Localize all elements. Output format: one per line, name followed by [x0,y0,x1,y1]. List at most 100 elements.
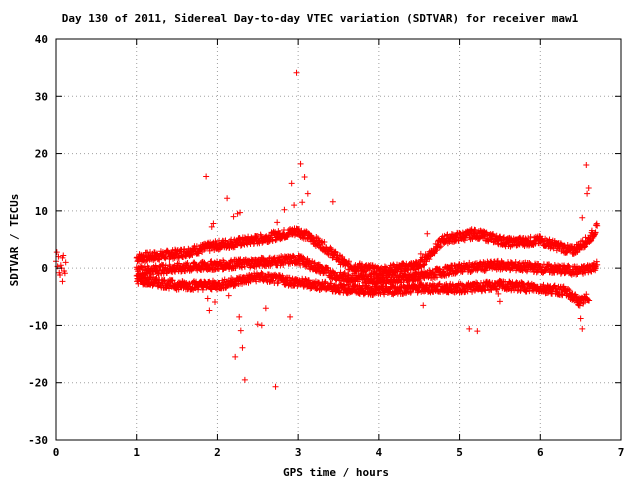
data-point [199,286,206,293]
data-point [224,195,231,202]
chart-title: Day 130 of 2011, Sidereal Day-to-day VTE… [62,12,579,25]
data-point [291,202,298,209]
y-tick-label: 0 [41,262,48,275]
data-point [274,219,281,226]
data-point [254,321,261,328]
data-point [438,243,445,250]
y-axis-title: SDTVAR / TECUs [8,194,21,287]
data-point [225,292,232,299]
x-tick-label: 4 [376,446,383,459]
data-point [236,313,243,320]
data-point [232,353,239,360]
data-point [469,267,476,274]
data-point [577,315,584,322]
data-point [161,277,168,284]
data-point [565,262,572,269]
y-tick-label: 30 [35,90,48,103]
x-tick-label: 5 [456,446,463,459]
data-point [322,279,329,286]
x-tick-label: 1 [133,446,140,459]
data-point [241,263,248,270]
data-point [583,162,590,169]
data-point [59,278,66,285]
data-point [343,281,350,288]
data-point [265,238,272,245]
data-point [299,199,306,206]
y-tick-label: -10 [28,319,48,332]
data-point [301,174,308,181]
y-tick-label: -30 [28,434,48,447]
data-point [389,271,396,278]
data-point [445,271,452,278]
data-point [579,214,586,221]
data-point [282,281,289,288]
data-point [426,256,433,263]
data-point [239,264,246,271]
data-point [594,261,601,268]
data-point [527,233,534,240]
data-point [474,328,481,335]
data-point [295,257,302,264]
data-point [433,274,440,281]
data-point [584,190,591,197]
data-point [579,325,586,332]
data-point [420,262,427,269]
data-point [237,327,244,334]
data-point [420,302,427,309]
data-point [195,250,202,257]
x-tick-label: 2 [214,446,221,459]
y-tick-label: -20 [28,377,48,390]
data-point [203,173,210,180]
data-point [199,248,206,255]
data-point [57,262,64,269]
data-point [236,257,243,264]
data-point [327,244,334,251]
data-point [262,305,269,312]
data-point [206,307,213,314]
y-tick-label: 20 [35,148,48,161]
data-point [258,322,265,329]
data-point [345,258,352,265]
data-point [288,180,295,187]
data-point [337,289,344,296]
data-point [239,344,246,351]
x-tick-label: 6 [537,446,544,459]
data-point [304,190,311,197]
data-point [585,184,592,191]
data-point [496,298,503,305]
data-point [561,243,568,250]
data-points [53,69,601,390]
y-tick-label: 10 [35,205,48,218]
data-point [377,290,384,297]
data-point [400,290,407,297]
x-axis-title: GPS time / hours [283,466,389,479]
data-point [260,254,267,261]
data-point [293,69,300,76]
data-point [424,230,431,237]
x-tick-label: 3 [295,446,302,459]
data-point [208,286,215,293]
data-point [594,222,601,229]
data-point [287,313,294,320]
data-point [189,252,196,259]
y-tick-label: 40 [35,33,48,46]
data-point [272,383,279,390]
data-point [436,244,443,251]
data-point [408,288,415,295]
data-point [281,206,288,213]
data-point [297,160,304,167]
data-point [588,227,595,234]
data-point [592,229,599,236]
data-point [230,213,237,220]
data-point [206,247,213,254]
data-point [204,295,211,302]
data-point [329,198,336,205]
data-point [269,237,276,244]
x-tick-label: 0 [53,446,60,459]
data-point [241,376,248,383]
data-point [62,259,69,266]
x-tick-label: 7 [618,446,625,459]
data-point [321,238,328,245]
data-point [276,229,283,236]
